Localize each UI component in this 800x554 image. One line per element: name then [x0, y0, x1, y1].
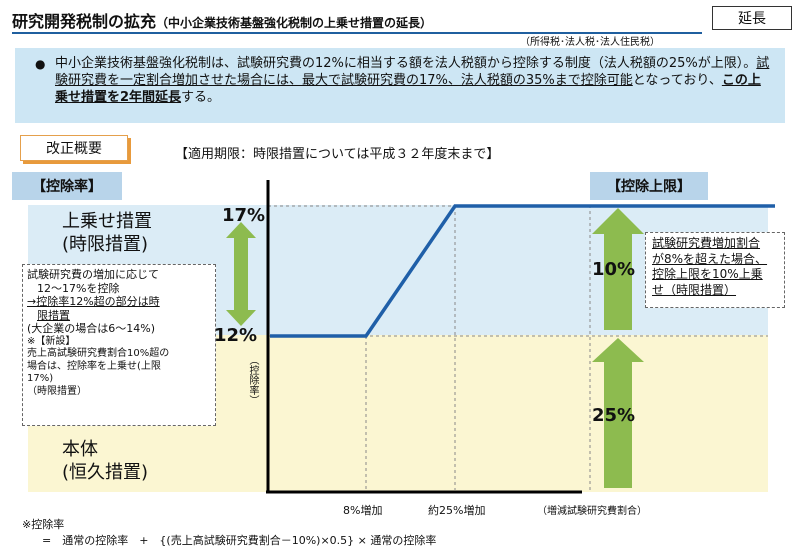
- rate-note-line: 限措置: [37, 308, 70, 322]
- rate-note-line: (大企業の場合は6～14%): [27, 322, 156, 335]
- application-period: 【適用期限：時限措置については平成３２年度末まで】: [175, 147, 500, 162]
- summary-text-5: する。: [181, 90, 221, 105]
- x-tick-8: 8%増加: [343, 504, 383, 517]
- x-tick-25: 約25%増加: [428, 504, 486, 517]
- tax-types: （所得税･法人税･法人住民税）: [520, 37, 660, 48]
- title-main: 研究開発税制の拡充: [12, 12, 157, 31]
- hontai-label: 本体 (恒久措置): [62, 438, 148, 484]
- summary-text-1: 中小企業技術基盤強化税制は、試験研究費の12%に相当する額を法人税額から控除する…: [55, 56, 757, 71]
- footnote-title: ※控除率: [22, 518, 65, 531]
- rate-note-line: （時限措置）: [27, 385, 87, 397]
- rate-note-line: 12～17%を控除: [37, 281, 120, 295]
- hontai-line1: 本体: [62, 439, 98, 460]
- uwanose-label: 上乗せ措置 (時限措置): [62, 210, 152, 256]
- limit-section-header: 【控除上限】: [590, 172, 708, 200]
- limit-note-line: 控除上限を10%上乗: [652, 267, 763, 281]
- footnote-formula: = 通常の控除率 + {(売上高試験研究費割合－10%)×0.5} × 通常の控…: [42, 534, 437, 547]
- limit-10-label: 10%: [592, 259, 636, 280]
- rate-note-line: 売上高試験研究費割合10%超の: [27, 348, 170, 359]
- reform-label: 改正概要: [20, 135, 128, 161]
- title-rule: [12, 32, 702, 34]
- hontai-line2: (恒久措置): [62, 462, 149, 483]
- x-axis-unit: （増減試験研究費割合）: [537, 506, 647, 517]
- bullet-icon: ●: [35, 57, 46, 71]
- rate-note-line: 17%): [27, 373, 54, 384]
- uwanose-line2: (時限措置): [62, 234, 149, 255]
- extension-badge: 延長: [712, 6, 792, 30]
- limit-note-line: が8%を超えた場合、: [652, 251, 768, 266]
- uwanose-line1: 上乗せ措置: [62, 211, 152, 232]
- rate-12-label: 12%: [214, 325, 258, 346]
- rate-note-line: →控除率12%超の部分は時: [27, 295, 160, 308]
- limit-note-box: 試験研究費増加割合 が8%を超えた場合、 控除上限を10%上乗 せ（時限措置）: [645, 232, 785, 308]
- summary-text-4: この上乗せ措置を2年間延長: [55, 73, 761, 105]
- summary-text-2: 試験研究費を一定割合増加させた場合には、最大で試験研究費の17%、法人税額の35…: [55, 56, 770, 88]
- limit-note-line: 試験研究費増加割合: [652, 236, 761, 250]
- rate-section-header: 【控除率】: [12, 172, 122, 200]
- limit-note-line: せ（時限措置）: [652, 282, 737, 297]
- y-axis-label: （控除率）: [247, 355, 258, 405]
- title-subtitle: （中小企業技術基盤強化税制の上乗せ措置の延長）: [156, 16, 433, 30]
- rate-note-line: 試験研究費の増加に応じて: [27, 268, 159, 281]
- summary-text-3: となっており、: [632, 73, 722, 88]
- limit-25-label: 25%: [592, 405, 636, 426]
- rate-note-box: 試験研究費の増加に応じて 12～17%を控除 →控除率12%超の部分は時 限措置…: [22, 264, 216, 426]
- rate-17-label: 17%: [222, 205, 266, 226]
- page-title: 研究開発税制の拡充（中小企業技術基盤強化税制の上乗せ措置の延長）: [12, 8, 432, 32]
- summary-box: ● 中小企業技術基盤強化税制は、試験研究費の12%に相当する額を法人税額から控除…: [15, 48, 785, 123]
- rate-note-line: ※【新設】: [27, 335, 76, 347]
- rate-note-line: 場合は、控除率を上乗せ(上限: [27, 360, 161, 372]
